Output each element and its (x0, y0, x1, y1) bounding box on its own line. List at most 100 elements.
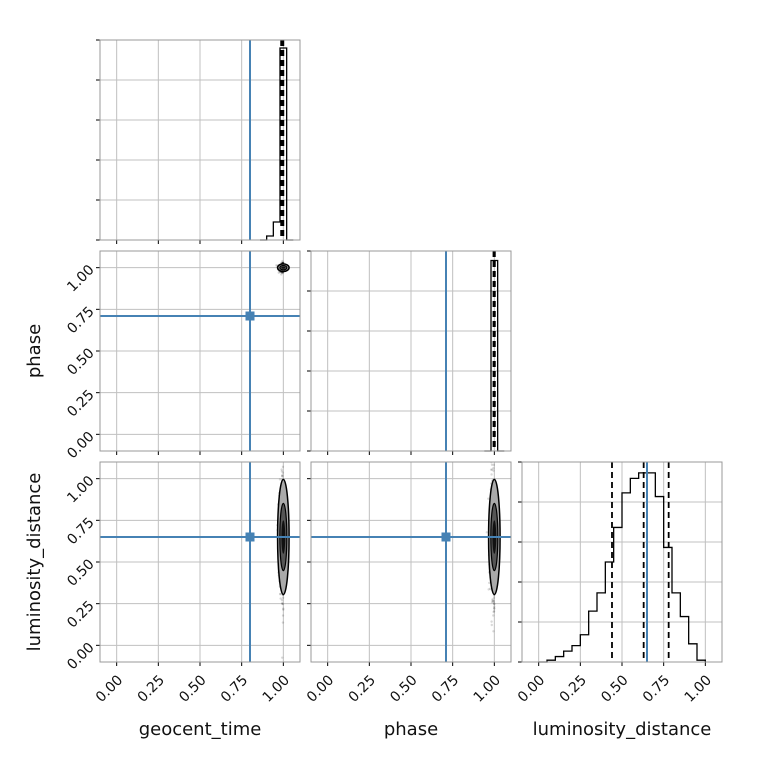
scatter-point (280, 598, 284, 602)
scatter-point (281, 621, 285, 624)
panel-geocent_time-vs-luminosity_distance: 0.000.250.500.751.000.00 0.25 0.50 0.75 1.00 (64, 461, 301, 706)
y-tick-label: 0.50 (64, 345, 97, 378)
panel-frame (310, 250, 512, 452)
scatter-point (492, 614, 495, 617)
scatter-point (281, 271, 284, 275)
scatter-point (492, 601, 496, 604)
scatter-point (489, 468, 493, 471)
scatter-point (493, 607, 496, 610)
x-tick-label: 0.50 (387, 672, 420, 705)
panel-frame (99, 39, 301, 241)
scatter-point (487, 497, 490, 500)
scatter-point (493, 458, 495, 460)
scatter-point (281, 465, 285, 469)
scatter-point (275, 264, 278, 267)
scatter-point (281, 614, 285, 617)
scatter-point (493, 602, 496, 606)
scatter-points (276, 465, 290, 659)
scatter-point (493, 602, 496, 606)
x-tick-label: 0.50 (598, 672, 631, 705)
x-tick-label: 0.25 (135, 672, 168, 705)
panel-frame (521, 461, 723, 663)
scatter-point (492, 458, 494, 460)
panel-geocent_time-vs-phase: 0.00 0.25 0.50 0.75 1.00 (64, 250, 301, 462)
scatter-point (281, 471, 285, 474)
x-tick-label: 0.00 (93, 672, 126, 705)
x-axis-label-geocent_time: geocent_time (139, 719, 262, 740)
y-tick-label: 0.25 (64, 387, 97, 420)
panel-frame (310, 461, 512, 663)
histogram-luminosity_distance (538, 472, 706, 663)
y-tick-label: 0.25 (64, 598, 97, 631)
y-tick-label: 0.75 (64, 304, 97, 337)
scatter-point (491, 599, 494, 602)
histogram-geocent_time (260, 47, 294, 241)
panel-phase-vs-luminosity_distance: 0.00 0.25 0.50 0.75 1.00 (304, 458, 512, 706)
scatter-point (279, 592, 282, 595)
scatter-point (490, 623, 493, 627)
y-tick-label: 1.00 (64, 473, 97, 506)
scatter-point (280, 656, 284, 659)
panel-phase-histogram (307, 250, 512, 455)
scatter-point (280, 602, 284, 605)
scatter-point (490, 600, 494, 604)
scatter-point (492, 466, 495, 470)
scatter-point (281, 475, 284, 478)
scatter-point (281, 602, 284, 605)
scatter-points (275, 259, 290, 276)
x-axis-label-phase: phase (384, 719, 438, 740)
y-tick-label: 0.75 (64, 515, 97, 548)
x-tick-label: 0.75 (640, 672, 673, 705)
scatter-point (490, 468, 494, 471)
x-tick-label: 0.25 (557, 672, 590, 705)
scatter-point (492, 609, 496, 613)
scatter-points (485, 458, 501, 633)
scatter-point (281, 596, 285, 600)
scatter-point (280, 474, 284, 478)
panel-luminosity_distance-histogram: 0.00 0.25 0.50 0.75 1.00 (515, 461, 723, 706)
injection-marker (245, 532, 255, 542)
scatter-point (490, 463, 494, 466)
x-tick-label: 0.00 (515, 672, 548, 705)
scatter-point (280, 470, 284, 473)
scatter-point (277, 271, 280, 274)
y-tick-label: 0.00 (64, 429, 97, 462)
scatter-point (492, 607, 496, 610)
scatter-point (279, 593, 282, 596)
scatter-point (492, 469, 495, 473)
y-tick-label: 0.50 (64, 556, 97, 589)
scatter-point (278, 478, 282, 481)
scatter-point (281, 271, 284, 275)
scatter-point (282, 608, 285, 611)
contour-inner (281, 266, 286, 269)
scatter-point (490, 473, 493, 476)
injection-marker (245, 311, 255, 321)
scatter-point (279, 597, 282, 600)
scatter-point (490, 620, 493, 623)
scatter-point (492, 463, 496, 467)
y-tick-label: 1.00 (64, 262, 97, 295)
scatter-point (492, 596, 496, 600)
y-tick-label: 0.00 (64, 640, 97, 673)
x-tick-label: 1.00 (471, 672, 504, 705)
scatter-point (488, 581, 491, 585)
y-axis-label-luminosity_distance: luminosity_distance (24, 473, 45, 652)
scatter-point (492, 630, 495, 633)
scatter-point (492, 610, 495, 614)
x-tick-label: 0.25 (346, 672, 379, 705)
scatter-point (492, 600, 495, 603)
injection-marker (441, 532, 451, 542)
panel-geocent_time-histogram (96, 39, 301, 244)
scatter-point (281, 259, 284, 263)
x-tick-label: 0.75 (218, 672, 251, 705)
panel-frame (99, 461, 301, 663)
scatter-point (281, 602, 285, 606)
scatter-point (281, 473, 284, 477)
x-tick-label: 1.00 (682, 672, 715, 705)
scatter-point (487, 588, 490, 591)
scatter-point (488, 587, 492, 591)
scatter-point (280, 468, 283, 471)
scatter-point (485, 531, 489, 534)
